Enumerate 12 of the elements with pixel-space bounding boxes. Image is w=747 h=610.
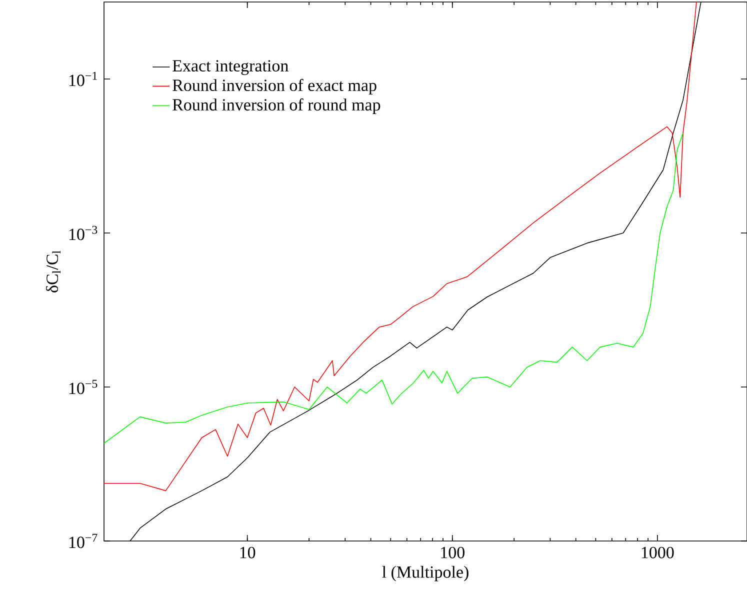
- y-tick-label: 10$^{−1}$: [69, 72, 97, 86]
- y-tick-label: 10$^{−7}$: [69, 534, 98, 548]
- legend-label: Round inversion of round map: [172, 98, 380, 114]
- legend-label: Round inversion of exact map: [172, 78, 376, 94]
- y-tick-label: 10$^{−3}$: [69, 226, 98, 240]
- x-tick-label: 1000: [642, 546, 674, 558]
- legend-label: Exact integration: [172, 60, 288, 76]
- x-axis-title: l (Multipole): [382, 566, 468, 582]
- x-tick-label: 100: [441, 546, 464, 558]
- x-tick-label: 10: [240, 546, 256, 558]
- y-axis-title: δC$_{l}$/C$_{l}$: [46, 250, 60, 292]
- y-tick-label: 10$^{−5}$: [69, 380, 98, 394]
